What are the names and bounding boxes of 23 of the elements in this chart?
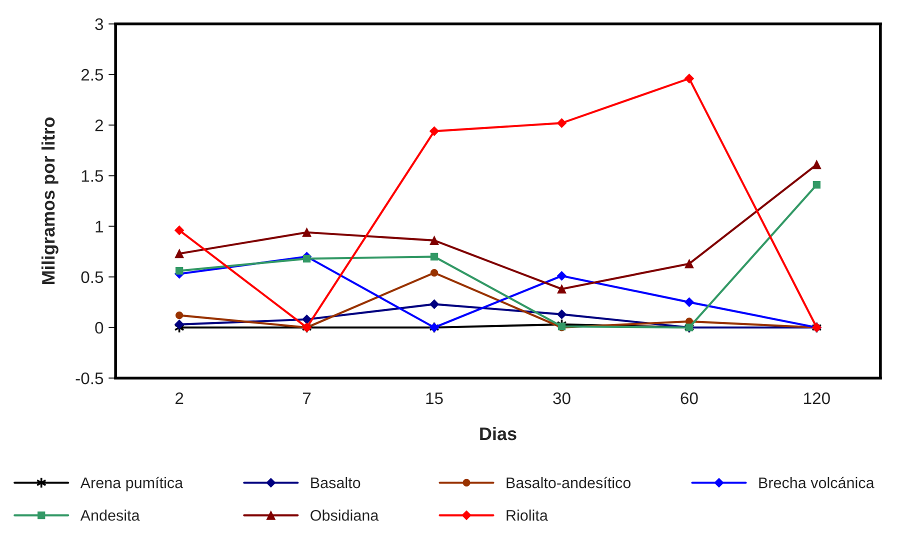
- y-tick-label: -0.5: [76, 372, 104, 384]
- legend-label: Brecha volcánica: [759, 476, 874, 488]
- y-tick-label: 2: [95, 120, 103, 132]
- y-tick-label: 1: [96, 220, 103, 232]
- x-tick-label: 120: [804, 392, 830, 404]
- x-axis-title: Dias: [480, 426, 516, 440]
- legend-label: Basalto-andesítico: [506, 476, 631, 488]
- legend-label: Riolita: [506, 510, 548, 521]
- y-tick-label: 3: [95, 18, 104, 30]
- legend-label: Andesita: [80, 510, 140, 521]
- legend-label: Obsidiana: [310, 510, 379, 521]
- y-tick-label: 0: [95, 322, 104, 334]
- x-tick-label: 15: [426, 392, 443, 404]
- y-tick-label: 2.5: [81, 68, 104, 81]
- y-axis-title: Miligramos por litro: [41, 117, 58, 284]
- legend-label: Arena pumítica: [80, 476, 184, 492]
- x-tick-label: 30: [553, 392, 570, 404]
- y-tick-label: 1.5: [82, 170, 104, 182]
- y-tick-label: 0.5: [81, 271, 104, 284]
- x-tick-label: 60: [680, 392, 698, 404]
- legend-label: Basalto: [311, 477, 360, 488]
- x-tick-label: 7: [303, 392, 311, 404]
- x-tick-label: 2: [176, 392, 184, 404]
